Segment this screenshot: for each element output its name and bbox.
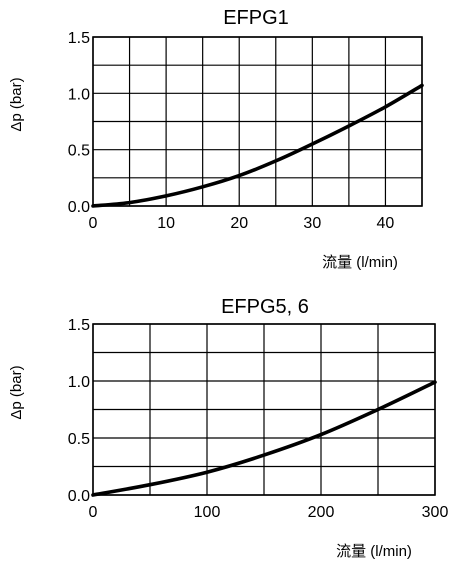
pressure-drop-curve	[91, 83, 424, 208]
y-tick-label: 1.0	[68, 86, 90, 103]
x-axis-label: 流量 (l/min)	[336, 543, 412, 560]
grid	[92, 36, 423, 207]
y-axis-label: Δp (bar)	[8, 365, 25, 419]
y-tick-label: 1.5	[68, 30, 90, 47]
y-axis-label: Δp (bar)	[8, 77, 25, 131]
chart-2: EFPG5, 6 0.0 0.5 1.0 1.5 0 100 200 300 流量 (l/min)…	[8, 296, 448, 560]
chart-title: EFPG1	[223, 7, 289, 29]
pressure-drop-curve	[91, 380, 437, 497]
x-tick-label: 200	[308, 504, 335, 521]
chart-1: EFPG1 0.0 0.5 1.0 1.5 0 10 20 30 40 流量 (l/min) Δp (…	[8, 7, 424, 271]
x-tick-label: 0	[89, 215, 98, 232]
y-tick-label: 0.0	[68, 199, 90, 216]
y-tick-label: 0.0	[68, 488, 90, 505]
x-tick-label: 300	[422, 504, 449, 521]
chart-title: EFPG5, 6	[221, 296, 309, 318]
plot-frame	[92, 323, 436, 496]
x-tick-label: 100	[194, 504, 221, 521]
grid	[92, 323, 436, 496]
y-tick-label: 0.5	[68, 143, 90, 160]
x-axis-label: 流量 (l/min)	[322, 254, 398, 271]
y-tick-label: 1.0	[68, 374, 90, 391]
plot-frame	[92, 36, 423, 207]
x-tick-label: 0	[89, 504, 98, 521]
x-tick-label: 20	[230, 215, 248, 232]
x-tick-label: 30	[303, 215, 321, 232]
y-tick-label: 1.5	[68, 317, 90, 334]
x-tick-label: 40	[377, 215, 395, 232]
y-tick-label: 0.5	[68, 431, 90, 448]
x-tick-label: 10	[157, 215, 175, 232]
